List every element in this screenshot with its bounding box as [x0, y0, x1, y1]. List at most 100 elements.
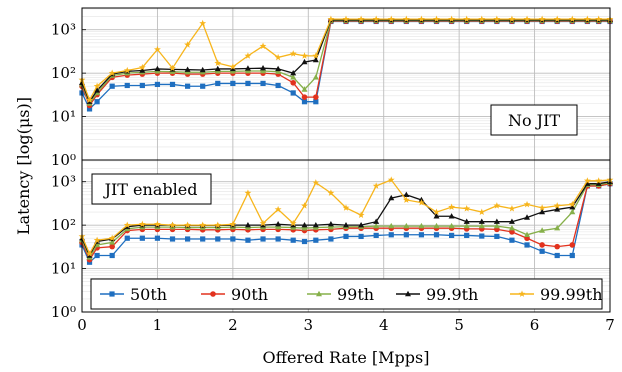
data-point-99.9th [478, 218, 485, 224]
data-point-99th [312, 74, 319, 80]
y-tick-label: 10³ [51, 21, 76, 39]
data-point-50th [154, 235, 161, 241]
data-point-90th [301, 94, 308, 100]
data-point-99.99th [214, 221, 222, 229]
data-point-99.99th [538, 15, 546, 23]
y-tick-label: 10¹ [51, 260, 76, 278]
data-point-90th [509, 229, 515, 235]
series-99.99th-panel-1 [78, 15, 614, 103]
data-point-50th [343, 233, 349, 240]
data-point-99.99th [583, 15, 591, 23]
data-point-90th [313, 94, 319, 100]
data-point-99.99th [523, 200, 531, 208]
data-point-99.9th [569, 203, 576, 210]
data-point-99.9th [327, 221, 334, 227]
data-point-99.9th [94, 87, 101, 93]
tick-layer: 10⁰ 10¹ 10² 10³ 10⁰ 10¹ 10² 10³ 0 1 2 3 4 5 6 7 [51, 21, 615, 334]
series-50th-panel-1 [79, 18, 613, 112]
legend-marker [518, 290, 526, 297]
data-point-99.99th [327, 189, 335, 196]
data-point-99.9th [312, 56, 319, 63]
data-point-99th [478, 222, 485, 229]
data-point-99.99th [312, 179, 320, 186]
legend-marker [316, 290, 322, 297]
data-point-50th [124, 82, 130, 89]
data-point-99.99th [244, 189, 252, 196]
data-point-99.9th [199, 66, 206, 73]
series-50th-panel-2 [79, 181, 613, 265]
data-point-99.9th [463, 218, 470, 224]
data-point-99.99th [568, 15, 576, 23]
data-point-99.99th [508, 15, 516, 23]
data-point-99th [275, 223, 282, 230]
data-point-50th [569, 252, 575, 259]
data-point-90th [539, 242, 545, 248]
data-point-50th [290, 237, 296, 243]
x-tick-label: 5 [454, 316, 464, 334]
series-layer [78, 15, 614, 265]
data-point-50th [494, 233, 500, 240]
data-point-99.99th [108, 234, 116, 242]
data-point-99.9th [244, 221, 251, 228]
panel-label-no-jit: No JIT [490, 104, 578, 136]
data-point-99.99th [433, 208, 440, 215]
data-point-99.9th [184, 66, 191, 72]
panel-label-jit: JIT enabled [91, 173, 212, 205]
data-point-99th [373, 222, 380, 229]
data-point-50th [230, 236, 236, 242]
data-point-99.9th [358, 221, 365, 228]
data-point-99.99th [214, 59, 222, 67]
series-99th-panel-1 [79, 17, 613, 106]
data-point-99.99th [301, 202, 308, 209]
data-point-50th [373, 232, 379, 239]
data-point-99.99th [387, 15, 395, 23]
series-line-99.99th [81, 18, 610, 102]
data-point-99th [109, 239, 116, 245]
data-point-99.99th [448, 15, 456, 23]
data-point-90th [554, 243, 560, 250]
data-point-50th [245, 80, 251, 87]
data-point-99.99th [86, 96, 93, 103]
data-point-50th [301, 99, 308, 105]
data-point-50th [313, 99, 319, 105]
data-point-50th [403, 232, 409, 238]
data-point-99.99th [327, 15, 335, 23]
data-point-50th [200, 83, 206, 89]
data-point-50th [554, 252, 560, 259]
data-point-99.99th [86, 250, 93, 257]
data-point-50th [109, 83, 115, 89]
data-point-99.99th [553, 202, 561, 209]
data-point-99.99th [448, 203, 456, 211]
data-point-99.99th [154, 45, 161, 53]
data-point-50th [215, 80, 221, 87]
data-point-99.99th [553, 15, 561, 23]
x-tick-label: 3 [304, 316, 314, 334]
y-tick-label: 10³ [51, 173, 76, 191]
data-point-99.99th [538, 204, 546, 211]
x-tick-label: 7 [605, 316, 615, 334]
data-point-99.99th [169, 221, 176, 229]
data-point-99.9th [312, 221, 319, 228]
data-point-99.9th [554, 206, 561, 212]
data-point-99th [301, 225, 308, 231]
data-point-99.99th [418, 15, 425, 23]
data-point-99th [290, 74, 297, 80]
data-point-99.9th [275, 221, 282, 227]
data-point-99th [275, 68, 282, 74]
data-point-50th [433, 232, 440, 238]
data-point-50th [94, 99, 100, 105]
data-point-99.99th [123, 66, 131, 74]
data-point-99.99th [357, 211, 365, 219]
data-point-99.99th [138, 63, 146, 71]
y-tick-label: 10⁰ [51, 151, 76, 169]
data-point-99.99th [372, 182, 380, 189]
panel-label-text-no-jit: No JIT [508, 111, 560, 130]
legend: 50th 90th 99th 99.9th 99.99th [90, 278, 603, 310]
data-point-99.99th [478, 15, 486, 23]
data-point-50th [185, 83, 191, 89]
data-point-99th [327, 223, 334, 230]
panel-label-text-jit: JIT enabled [103, 180, 198, 199]
data-point-99.99th [568, 200, 576, 208]
data-point-99.99th [463, 205, 471, 212]
data-point-99.9th [154, 65, 161, 72]
